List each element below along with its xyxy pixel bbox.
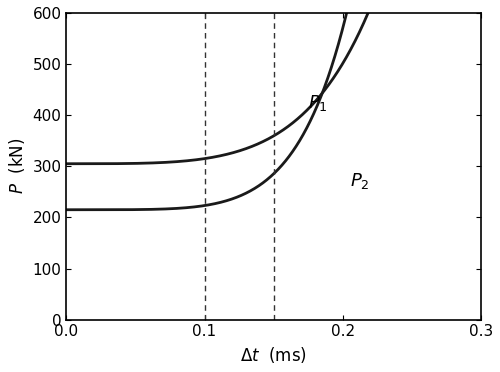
- Text: $P_1$: $P_1$: [308, 93, 328, 113]
- X-axis label: $\Delta t$  (ms): $\Delta t$ (ms): [240, 345, 307, 365]
- Text: $P_2$: $P_2$: [350, 171, 370, 191]
- Y-axis label: $P$  (kN): $P$ (kN): [7, 138, 27, 195]
